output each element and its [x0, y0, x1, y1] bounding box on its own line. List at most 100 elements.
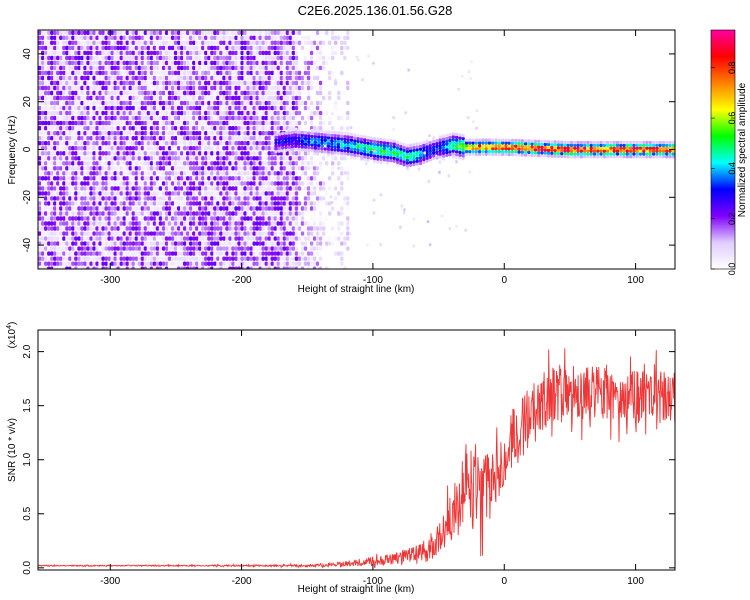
spectrogram-cell — [192, 70, 196, 76]
spectrogram-cell — [95, 60, 99, 66]
spectrogram-cell — [213, 120, 217, 126]
spectrogram-cell — [177, 261, 181, 266]
spectrogram-cell — [119, 70, 123, 76]
spectrogram-cell — [258, 176, 262, 181]
spectrogram-cell — [310, 146, 314, 150]
spectrogram-cell — [213, 70, 217, 76]
spectrogram-cell — [264, 85, 268, 91]
spectrogram-cell — [246, 261, 250, 266]
spectrogram-cell — [192, 226, 196, 231]
spectrogram-cell — [113, 55, 117, 61]
spectrogram-cell — [155, 60, 160, 66]
spectrogram-cell — [116, 251, 120, 256]
spectrogram-cell — [297, 161, 302, 166]
spectrogram-cell — [192, 221, 196, 226]
spectrogram-cell — [146, 136, 151, 141]
spectrogram-cell — [336, 137, 340, 141]
spectrogram-cell — [116, 126, 120, 131]
spectrogram-cell — [164, 236, 169, 241]
spectrogram-cell — [164, 156, 169, 161]
spectrogram-cell — [270, 85, 274, 91]
spectrogram-cell — [425, 153, 429, 157]
spectrogram-cell — [83, 50, 87, 56]
spectrogram-cell — [134, 80, 139, 86]
spectrogram-cell — [285, 206, 290, 211]
spectrogram-cell — [318, 211, 323, 216]
spectrogram-cell — [41, 120, 45, 126]
spectrogram-cell — [204, 115, 208, 121]
spectrogram-cell — [213, 60, 217, 66]
spectrogram-cell — [89, 115, 93, 121]
spectrogram-cell — [337, 90, 341, 96]
spectrogram-cell — [155, 196, 160, 201]
spectrogram-cell — [356, 139, 360, 143]
spectrogram-cell — [125, 266, 129, 269]
spectrogram-cell — [219, 120, 223, 126]
spectrogram-cell — [98, 216, 102, 221]
spectrogram-cell — [131, 176, 135, 181]
spectrogram-cell — [270, 251, 274, 256]
spectrogram-cell — [149, 216, 154, 221]
spectrogram-cell — [261, 30, 265, 35]
spectrogram-cell — [177, 196, 181, 201]
spectrogram-cell — [74, 266, 78, 269]
spectrogram-cell — [294, 50, 299, 56]
spectrogram-cell — [98, 136, 102, 141]
spectrogram-cell — [258, 256, 262, 261]
spectrogram-cell — [116, 80, 120, 86]
spectrogram-cell — [270, 151, 274, 156]
spectrogram-cell — [89, 181, 93, 186]
spectrogram-cell — [47, 221, 51, 226]
spectrogram-cell — [240, 156, 244, 161]
spectrogram-cell — [204, 131, 208, 136]
spectrogram-cell — [140, 45, 145, 51]
spectrogram-cell — [167, 65, 172, 71]
spectrogram-cell — [189, 80, 193, 86]
spectrogram-cell — [50, 266, 54, 269]
spectrogram-cell — [216, 126, 220, 131]
spectrogram-cell — [170, 251, 175, 256]
spectrogram-cell — [222, 105, 226, 111]
spectrogram-cell — [116, 246, 120, 251]
spectrogram-cell — [186, 216, 190, 221]
spectrogram-cell — [455, 153, 459, 157]
spectrogram-cell — [315, 241, 320, 246]
spectrogram-cell — [451, 146, 455, 150]
spectrogram-cell — [89, 206, 93, 211]
spectrogram-cell — [198, 201, 202, 206]
spectrogram-cell — [56, 266, 60, 269]
spectrogram-cell — [231, 201, 235, 206]
spectrogram-cell — [425, 142, 429, 146]
spectrogram-cell — [116, 70, 120, 76]
spectrogram-cell — [294, 191, 299, 196]
spectrogram-cell — [282, 246, 287, 251]
spectrogram-cell — [146, 50, 151, 56]
spectrogram-cell — [204, 186, 208, 191]
spectrogram-cell — [222, 226, 226, 231]
spectrogram-cell — [110, 186, 114, 191]
spectrogram-cell — [192, 246, 196, 251]
spectrogram-cell — [399, 144, 403, 148]
spectrogram-cell — [282, 75, 287, 81]
spectrogram-cell — [312, 166, 317, 171]
spectrogram-cell — [300, 211, 305, 216]
spectrogram-cell — [291, 256, 296, 261]
spectrogram-cell — [38, 85, 42, 91]
spectrogram-cell — [113, 206, 117, 211]
spectrogram-cell — [334, 35, 338, 40]
spectrogram-cell — [59, 120, 63, 126]
spectrogram-cell — [110, 55, 114, 61]
spectrogram-cell — [228, 141, 232, 146]
spectrogram-cell — [146, 251, 151, 256]
spectrogram-cell — [246, 35, 250, 40]
spectrogram-cell — [170, 236, 175, 241]
spectrogram-cell — [273, 70, 277, 76]
spectrogram-cell — [134, 241, 139, 246]
spectrogram-cell — [204, 75, 208, 81]
spectrogram-cell — [149, 30, 154, 35]
spectrogram-cell — [326, 142, 331, 146]
spectrogram-cell — [288, 196, 293, 201]
spectrogram-cell — [170, 80, 175, 86]
spectrogram-cell — [71, 85, 75, 91]
spectrogram-cell — [195, 161, 199, 166]
